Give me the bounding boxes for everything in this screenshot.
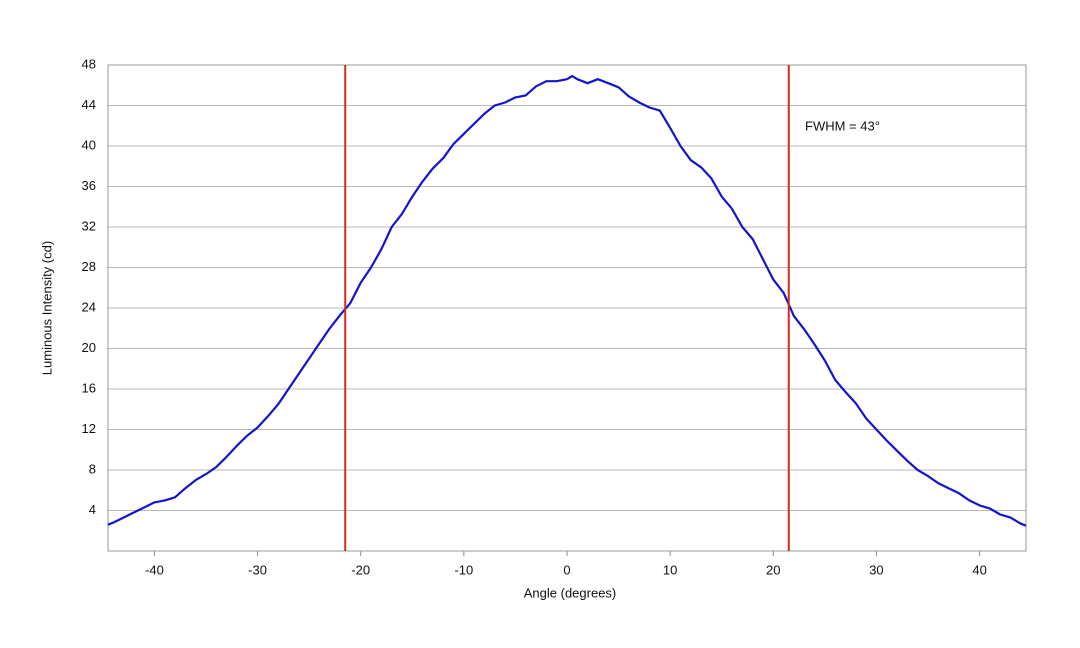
plot-frame — [107, 64, 1027, 552]
y-tick-label: 12 — [82, 421, 96, 436]
x-axis-label: Angle (degrees) — [524, 585, 617, 600]
y-tick-label: 24 — [82, 299, 96, 314]
y-tick-label: 44 — [82, 97, 96, 112]
annotation: FWHM = 43° — [805, 118, 880, 133]
y-axis-label: Luminous Intensity (cd) — [39, 241, 54, 375]
line-series — [107, 75, 1027, 527]
y-tick-label: 8 — [89, 461, 96, 476]
x-tick-label: 30 — [869, 562, 883, 577]
y-tick-label: 36 — [82, 178, 96, 193]
x-tick-label: 20 — [766, 562, 780, 577]
y-tick-label: 48 — [82, 56, 96, 71]
y-tick-label: 4 — [89, 502, 96, 517]
x-tick-label: 0 — [563, 562, 570, 577]
x-tick-label: -40 — [145, 562, 164, 577]
y-tick-label: 20 — [82, 340, 96, 355]
y-tick-label: 16 — [82, 380, 96, 395]
x-tick-label: -20 — [351, 562, 370, 577]
y-tick-label: 28 — [82, 259, 96, 274]
y-tick-label: 32 — [82, 218, 96, 233]
y-tick-label: 40 — [82, 137, 96, 152]
x-tick-label: 40 — [972, 562, 986, 577]
x-tick-label: -10 — [454, 562, 473, 577]
x-tick-label: 10 — [663, 562, 677, 577]
x-tick-label: -30 — [248, 562, 267, 577]
